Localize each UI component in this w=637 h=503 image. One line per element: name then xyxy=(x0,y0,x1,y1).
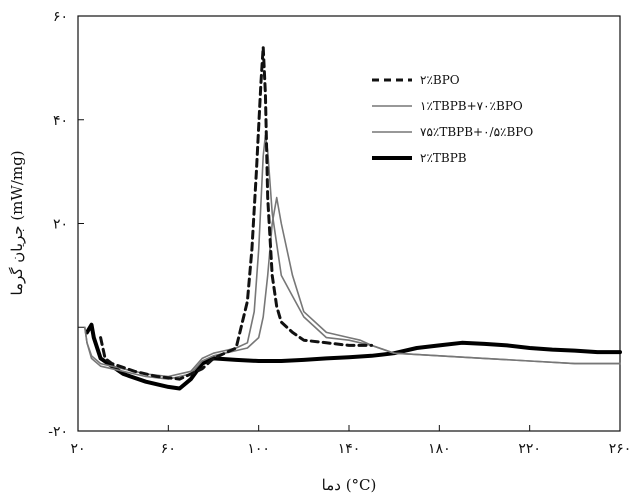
legend-label: ۱٪TBPB+۷۰٪BPO xyxy=(420,99,523,113)
y-tick-label: ۶۰ xyxy=(53,9,68,25)
legend-label: ۲٪BPO xyxy=(420,73,460,87)
y-tick-label: ۴۰ xyxy=(53,113,68,129)
series-line xyxy=(84,196,621,380)
x-tick-label: ۶۰ xyxy=(161,441,176,457)
y-axis-title: جریان گرما (mW/mg) xyxy=(8,150,26,295)
series-line xyxy=(84,134,621,378)
x-tick-label: ۱۰۰ xyxy=(247,441,270,457)
x-axis-title: دما (°C) xyxy=(322,476,377,494)
series-line xyxy=(85,322,622,391)
x-tick-label: ۲۰ xyxy=(70,441,85,457)
x-tick-label: ۱۴۰ xyxy=(338,441,361,457)
x-tick-label: ۲۲۰ xyxy=(518,441,541,457)
x-tick-label: ۱۸۰ xyxy=(428,441,451,457)
x-tick-label: ۲۶۰ xyxy=(609,441,632,457)
legend-label: ۲٪TBPB xyxy=(420,151,467,165)
y-tick-label: -۲۰ xyxy=(48,424,68,440)
plot-frame xyxy=(77,15,621,432)
legend: ۲٪BPO ۱٪TBPB+۷۰٪BPO ۷۵٪TBPB+۰/۵٪BPO ۲٪TBPB xyxy=(372,73,533,165)
series-line xyxy=(99,45,374,381)
y-tick-label: ۲۰ xyxy=(53,217,68,233)
legend-label: ۷۵٪TBPB+۰/۵٪BPO xyxy=(420,125,533,139)
series-layer xyxy=(84,45,622,391)
